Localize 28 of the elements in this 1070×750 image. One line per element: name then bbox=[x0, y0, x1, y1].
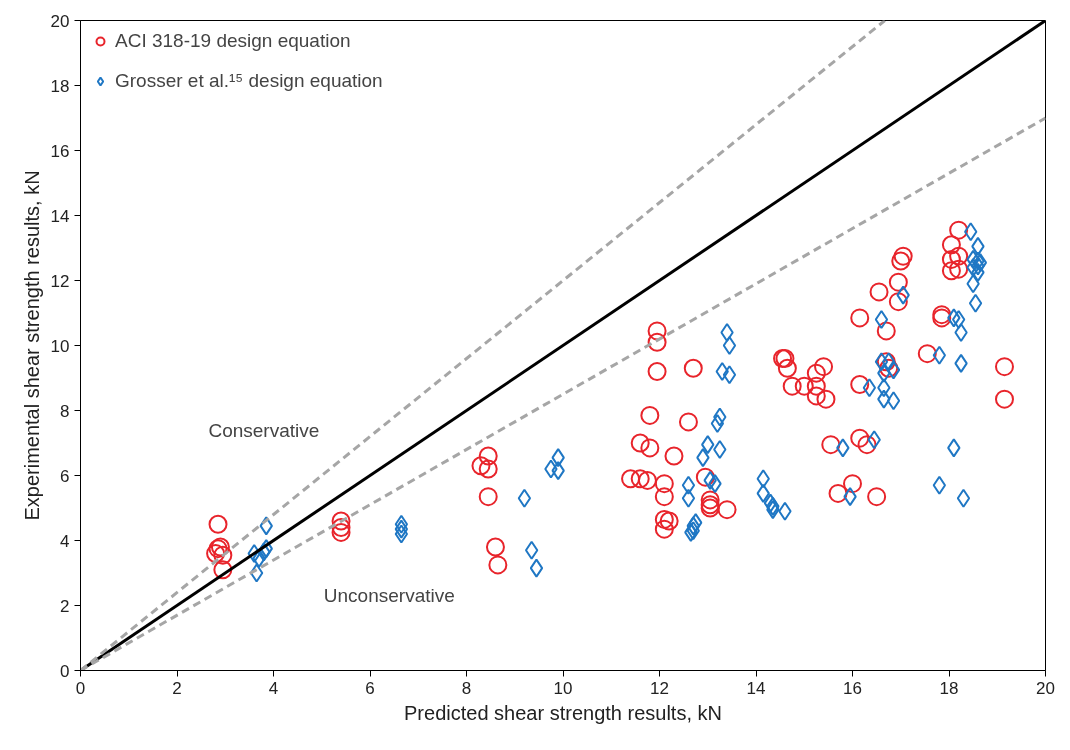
x-tick-label: 2 bbox=[172, 678, 182, 698]
legend-label: ACI 318-19 design equation bbox=[115, 30, 351, 52]
x-tick-label: 4 bbox=[268, 678, 279, 698]
y-tick-label: 10 bbox=[50, 336, 70, 356]
y-tick-label: 8 bbox=[60, 401, 70, 421]
annotation: Unconservative bbox=[323, 585, 455, 607]
y-tick-label: 12 bbox=[50, 271, 70, 291]
x-axis-title: Predicted shear strength results, kN bbox=[404, 701, 722, 724]
annotation: Conservative bbox=[208, 419, 320, 441]
x-tick-label: 12 bbox=[650, 678, 669, 698]
y-tick-label: 4 bbox=[60, 531, 70, 551]
y-tick-label: 2 bbox=[60, 596, 70, 616]
y-tick-label: 20 bbox=[50, 11, 70, 31]
x-tick-label: 16 bbox=[843, 678, 862, 698]
y-tick-label: 0 bbox=[60, 661, 70, 681]
y-tick-label: 16 bbox=[50, 141, 70, 161]
x-tick-label: 14 bbox=[746, 678, 766, 698]
legend-label: Grosser et al.¹⁵ design equation bbox=[115, 70, 383, 92]
x-tick-label: 18 bbox=[939, 678, 959, 698]
y-tick-label: 6 bbox=[60, 466, 70, 486]
x-tick-label: 20 bbox=[1036, 678, 1055, 698]
y-axis-title: Experimental shear strength results, kN bbox=[20, 170, 43, 521]
x-tick-label: 6 bbox=[365, 678, 375, 698]
x-tick-label: 8 bbox=[461, 678, 472, 698]
x-tick-label: 0 bbox=[75, 678, 86, 698]
x-tick-label: 10 bbox=[553, 678, 573, 698]
y-tick-label: 14 bbox=[50, 206, 70, 226]
y-tick-label: 18 bbox=[50, 76, 70, 96]
